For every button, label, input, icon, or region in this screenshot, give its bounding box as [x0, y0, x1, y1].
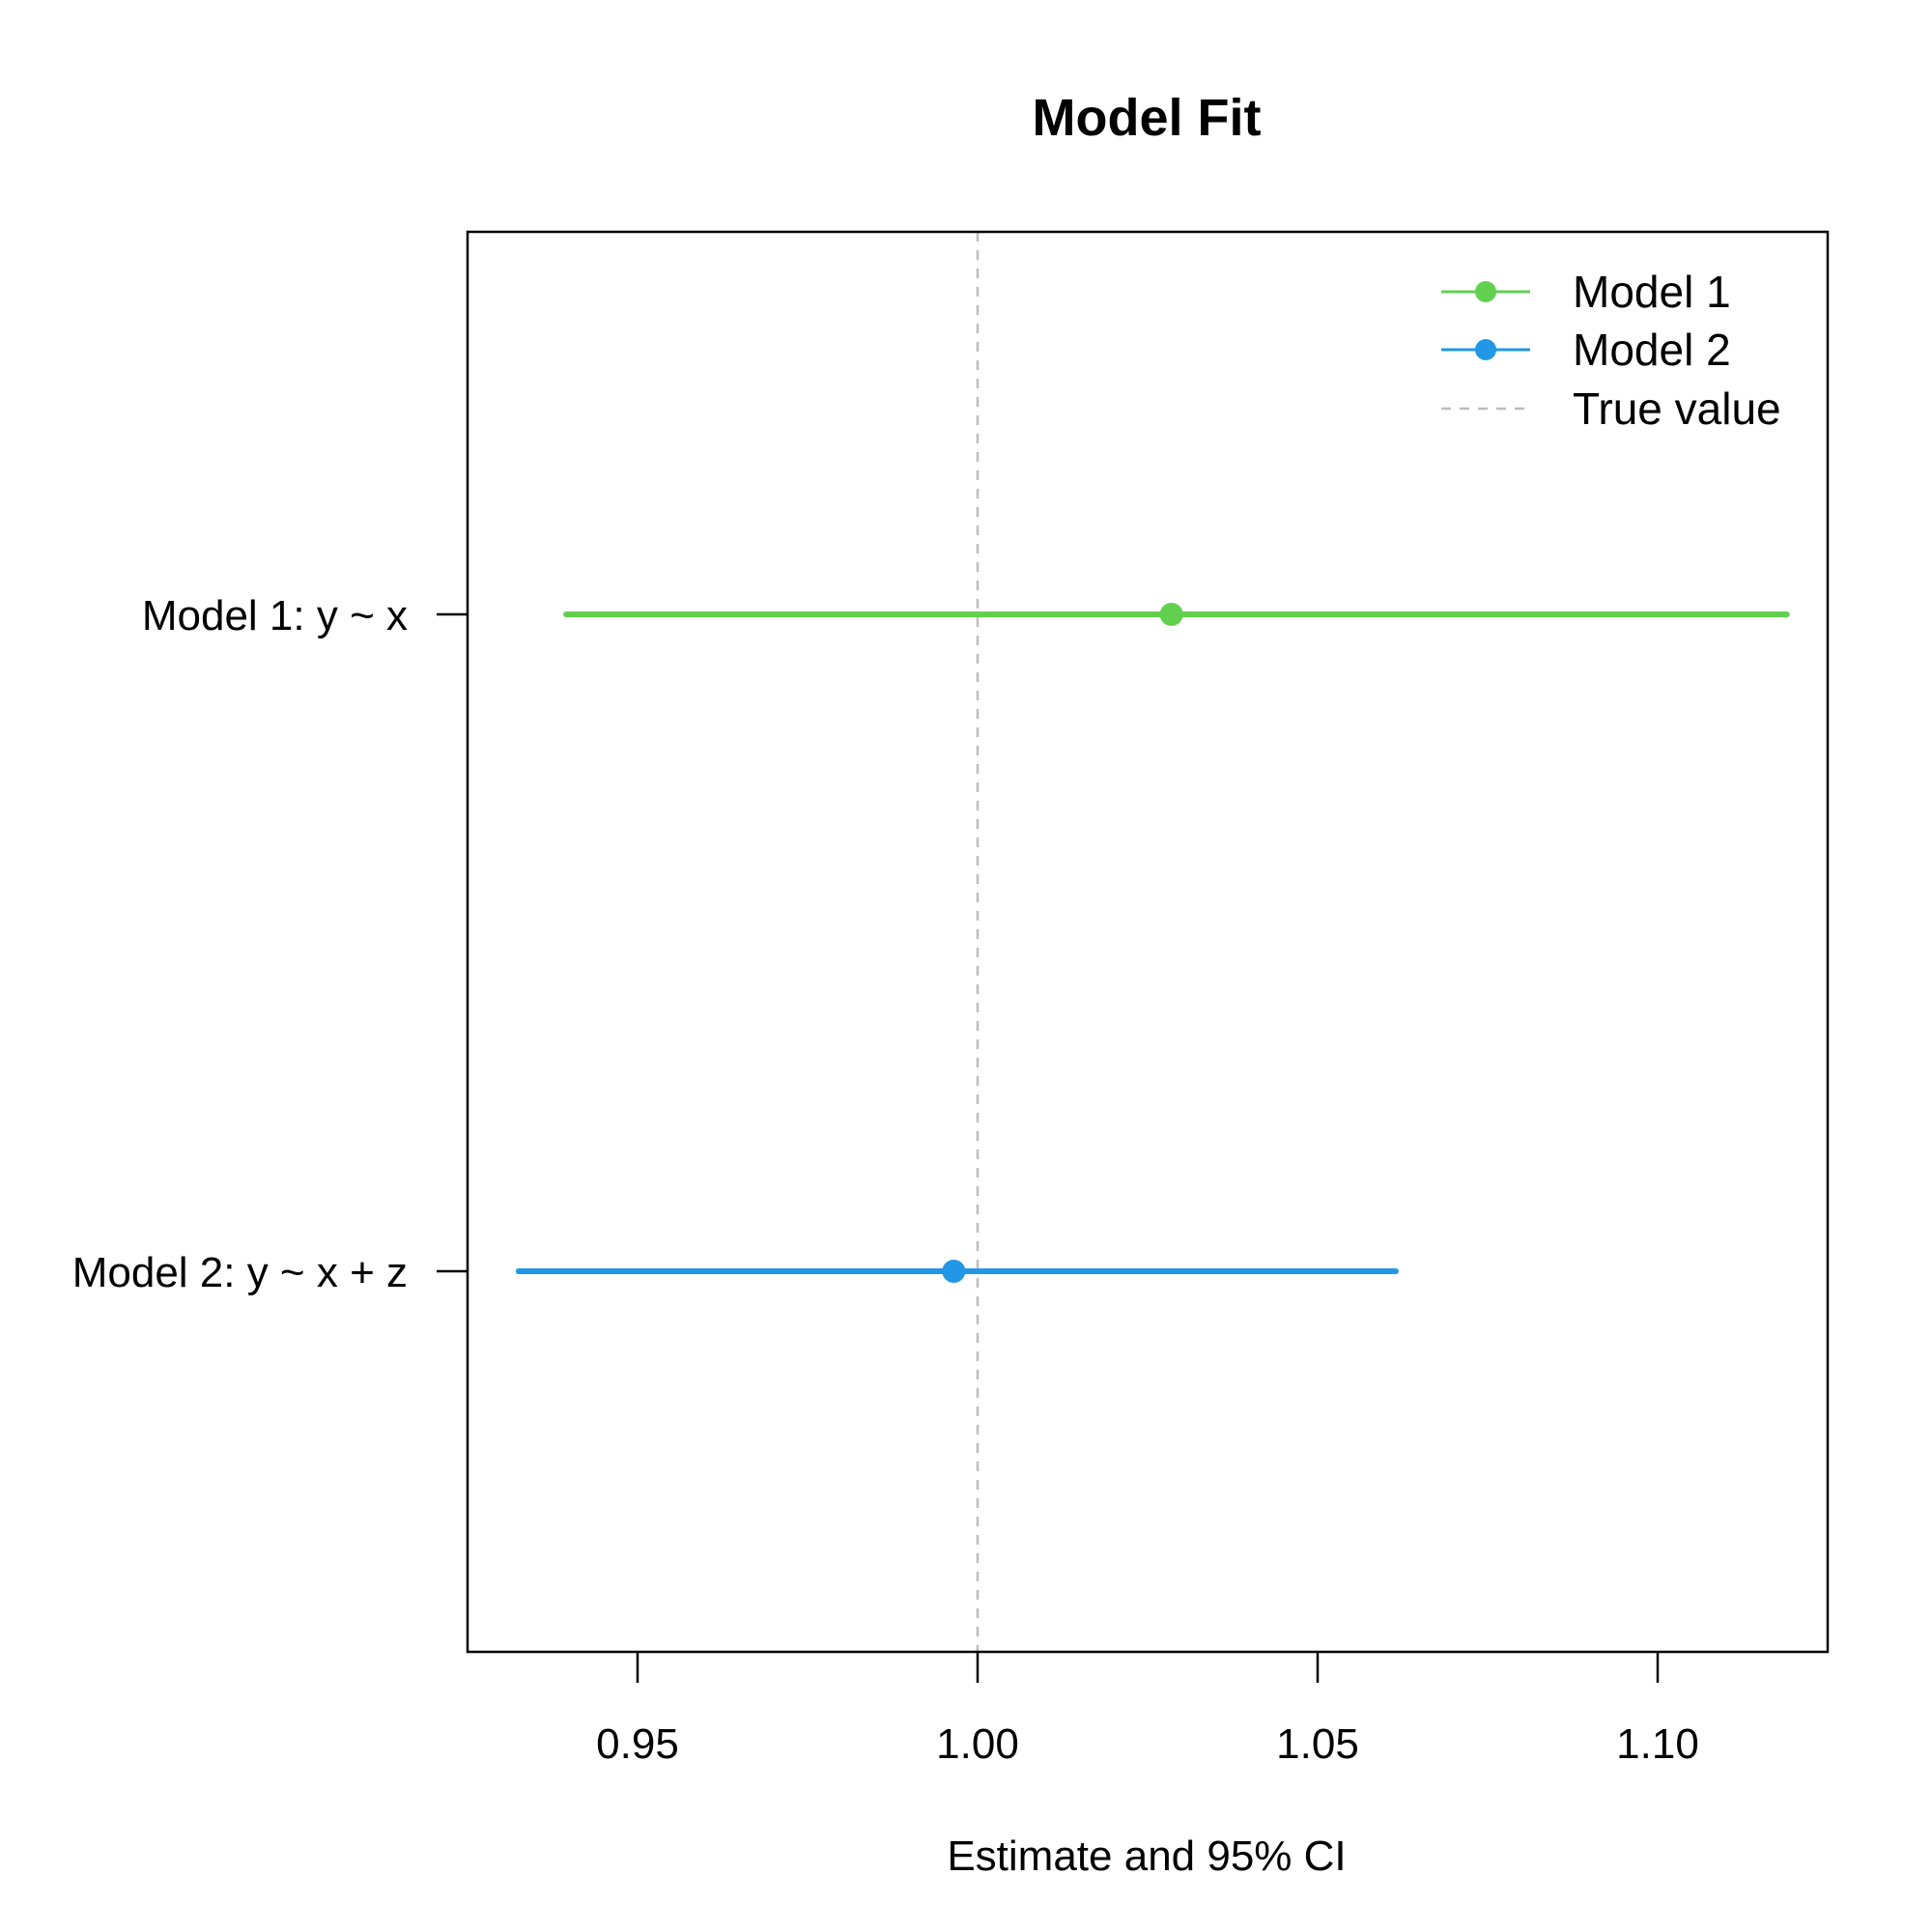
estimate-point: [1159, 603, 1183, 626]
legend: Model 1 Model 2 True value: [1441, 267, 1781, 434]
x-tick-label: 0.95: [596, 1720, 679, 1768]
plot-frame: [466, 230, 1830, 1654]
legend-point-swatch: [1475, 281, 1496, 302]
estimate-point: [942, 1260, 966, 1283]
y-category-label: Model 1: y ~ x: [142, 592, 408, 639]
legend-label: True value: [1573, 384, 1781, 434]
legend-label: Model 1: [1573, 267, 1731, 317]
y-category-label: Model 2: y ~ x + z: [72, 1249, 408, 1296]
legend-label: Model 2: [1573, 325, 1731, 375]
x-tick-label: 1.10: [1616, 1720, 1699, 1768]
x-tick-label: 1.00: [936, 1720, 1019, 1768]
x-axis-label: Estimate and 95% CI: [947, 1833, 1346, 1880]
chart-title: Model Fit: [1033, 89, 1262, 147]
legend-point-swatch: [1475, 339, 1496, 360]
x-tick-label: 1.05: [1276, 1720, 1359, 1768]
